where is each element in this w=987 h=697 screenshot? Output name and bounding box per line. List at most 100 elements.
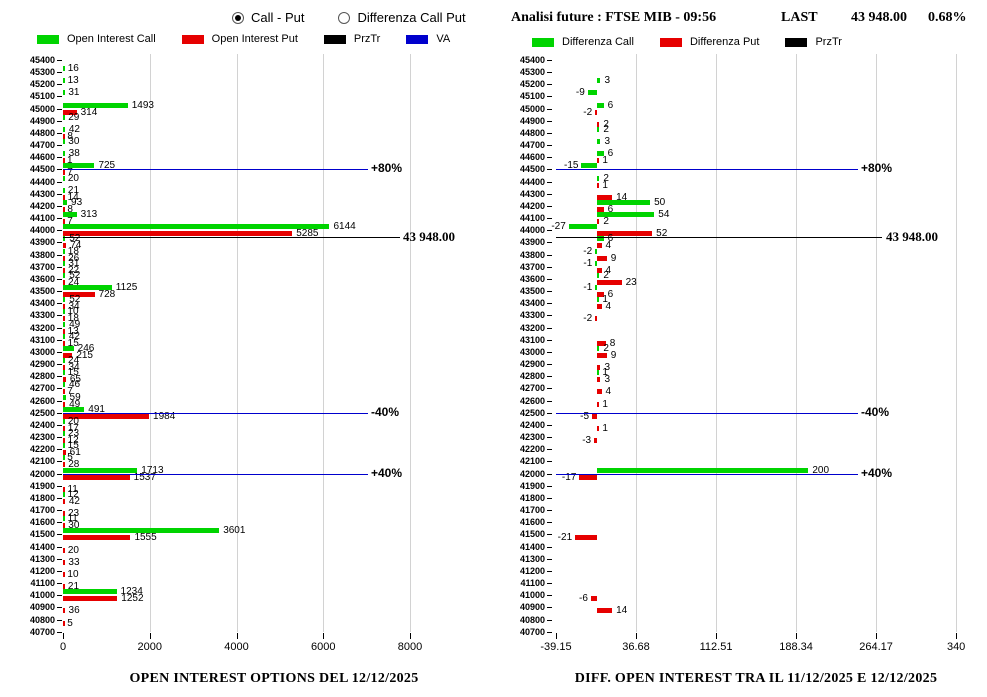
strike-label: 43400 [519, 298, 545, 309]
call-value-label: 31 [68, 257, 80, 269]
strike-label: 43800 [519, 249, 545, 260]
strike-label: 41700 [519, 505, 545, 516]
strike-tick [57, 473, 62, 475]
strike-tick [57, 534, 62, 536]
strike-label: 41200 [29, 565, 55, 576]
strike-label: 45300 [29, 67, 55, 78]
call-value-label: 3601 [223, 525, 246, 537]
put-value-label: 36 [68, 605, 80, 617]
strike-tick [57, 437, 62, 439]
call-bar [63, 102, 128, 108]
strike-tick [57, 157, 62, 159]
strike-label: 43500 [519, 286, 545, 297]
put-bar [63, 328, 65, 334]
call-value-label: 46 [68, 379, 81, 391]
legend-label: VA [436, 33, 451, 45]
x-axis-tick [236, 633, 238, 639]
put-bar [594, 438, 598, 444]
strike-tick [547, 84, 552, 86]
radio-selected-icon[interactable] [232, 11, 244, 24]
va-line [63, 412, 368, 414]
put-value-label: 14 [616, 191, 628, 203]
call-bar [63, 285, 112, 291]
strike-label: 41300 [519, 553, 545, 564]
legend-item: Open Interest Put [181, 33, 298, 45]
call-bar [597, 102, 604, 108]
strike-label: 41900 [519, 480, 545, 491]
strike-tick [547, 570, 552, 572]
strike-tick [57, 583, 62, 585]
va-line [63, 473, 368, 475]
va-line-label: +40% [861, 465, 893, 480]
put-bar [63, 133, 65, 139]
call-bar [63, 272, 66, 278]
call-bar [581, 163, 598, 169]
strike-tick [547, 388, 552, 390]
x-axis-tick-label: 112.51 [699, 641, 733, 653]
strike-label: 45000 [29, 103, 55, 114]
strike-label: 44000 [519, 225, 545, 236]
va-line-label: -40% [371, 404, 400, 419]
call-value-label: 13 [67, 75, 79, 87]
call-value-label: 1125 [115, 282, 138, 294]
put-bar [63, 438, 65, 444]
strike-tick [57, 120, 62, 122]
put-bar [63, 584, 65, 590]
call-value-label: 1713 [141, 464, 164, 476]
strike-label: 41000 [519, 590, 545, 601]
strike-label: 44800 [29, 127, 55, 138]
call-value-label: 313 [80, 209, 98, 221]
call-bar [63, 467, 138, 473]
strike-label: 44900 [29, 115, 55, 126]
strike-tick [57, 193, 62, 195]
strike-tick [57, 84, 62, 86]
strike-tick [547, 181, 552, 183]
put-bar [597, 255, 607, 261]
strike-tick [57, 497, 62, 499]
put-value-label: -21 [557, 532, 573, 544]
gridline [956, 54, 958, 632]
call-bar [63, 309, 65, 315]
radio-call-put[interactable]: Call - Put [232, 10, 304, 25]
strike-tick [57, 315, 62, 317]
strike-label: 45200 [29, 79, 55, 90]
strike-tick [547, 60, 552, 61]
x-axis-tick-label: 8000 [397, 641, 423, 653]
put-bar [63, 255, 65, 261]
call-bar [597, 175, 600, 181]
call-bar [597, 467, 809, 473]
strike-label: 42000 [29, 468, 55, 479]
call-bar [63, 236, 66, 242]
call-value-label: 6 [607, 233, 614, 245]
strike-tick [57, 108, 62, 110]
radio-differenza-call-put[interactable]: Differenza Call Put [338, 10, 466, 25]
strike-tick [57, 303, 62, 305]
call-bar [63, 333, 65, 339]
legend-item: Open Interest Call [37, 33, 156, 45]
put-bar [597, 158, 600, 164]
x-axis-tick-label: 0 [59, 641, 67, 653]
call-bar [597, 212, 655, 218]
strike-label: 43800 [29, 249, 55, 260]
va-line-label: -40% [861, 404, 890, 419]
put-bar [63, 316, 65, 322]
put-bar [63, 340, 65, 346]
strike-label: 42100 [29, 456, 55, 467]
call-value-label: 246 [77, 342, 95, 354]
put-value-label: 4 [605, 264, 612, 276]
left-chart-legend: Open Interest Call Open Interest Put PrzTr… [37, 33, 450, 45]
strike-tick [57, 72, 62, 74]
radio-unselected-icon[interactable] [338, 11, 351, 24]
strike-label: 42900 [29, 359, 55, 370]
put-value-label: 28 [68, 459, 80, 471]
put-bar [597, 401, 600, 407]
last-label: LAST [781, 10, 818, 25]
strike-label: 41700 [29, 505, 55, 516]
strike-label: 40800 [29, 614, 55, 625]
put-value-label: 2 [603, 216, 609, 228]
put-bar [597, 194, 613, 200]
x-axis-tick-label: 264.17 [859, 641, 893, 653]
call-value-label: 38 [68, 148, 80, 160]
put-value-label: 52 [656, 228, 668, 240]
